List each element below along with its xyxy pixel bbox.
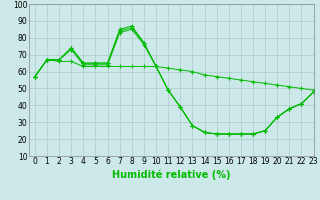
X-axis label: Humidité relative (%): Humidité relative (%) [112, 169, 230, 180]
